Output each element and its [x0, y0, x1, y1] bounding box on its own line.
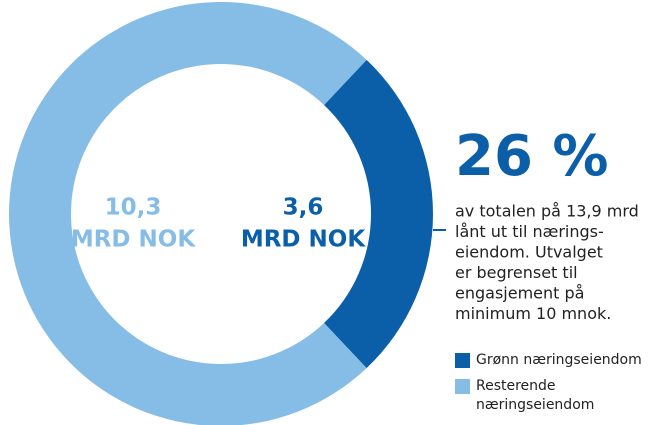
annotation-line: av totalen på 13,9 mrd — [455, 202, 639, 221]
donut-segment — [324, 59, 433, 369]
value-label: 10,3 — [105, 195, 162, 221]
value-unit: MRD NOK — [71, 227, 196, 253]
legend-swatch — [455, 379, 470, 394]
headline: 26 % — [455, 124, 609, 189]
value-label: 3,6 — [283, 195, 324, 221]
legend-label: Grønn næringseiendom — [476, 352, 642, 368]
annotation-line: eiendom. Utvalget — [455, 243, 603, 262]
value-unit: MRD NOK — [241, 227, 366, 253]
legend-label: Resterende næringseiendom — [476, 378, 594, 413]
annotation-line: minimum 10 mnok. — [455, 304, 611, 323]
legend-swatch — [455, 353, 470, 368]
donut-segment — [8, 2, 367, 425]
annotation-line: engasjement på — [455, 284, 584, 303]
annotation-line: lånt ut til nærings- — [455, 222, 604, 241]
annotation-line: er begrenset til — [455, 263, 578, 282]
